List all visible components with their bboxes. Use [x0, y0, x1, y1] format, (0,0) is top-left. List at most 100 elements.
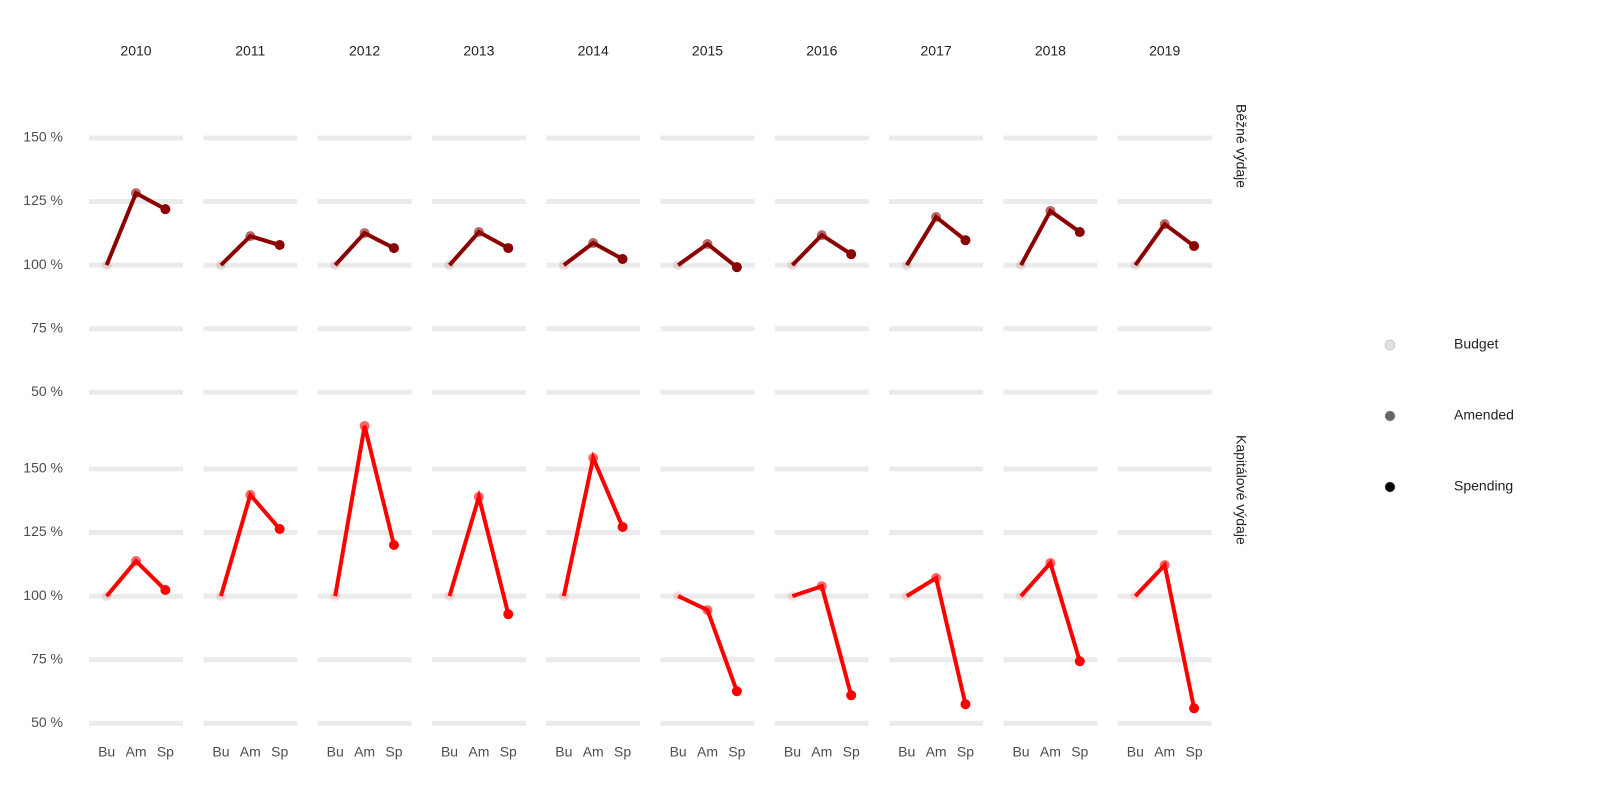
point — [245, 231, 256, 242]
point — [388, 243, 399, 254]
point — [1159, 219, 1170, 230]
legend-label: Budget — [1454, 336, 1498, 352]
x-tick-label: Am — [926, 744, 947, 760]
line — [1019, 207, 1081, 267]
point — [473, 227, 484, 238]
row-strip-label: Běžné výdaje — [1233, 104, 1249, 188]
point — [473, 491, 484, 502]
line — [333, 425, 396, 597]
point — [588, 237, 599, 248]
line — [105, 558, 167, 598]
point — [215, 591, 226, 602]
x-tick-label: Am — [583, 744, 604, 760]
x-tick-label: Sp — [843, 744, 860, 760]
point — [131, 188, 141, 199]
point — [1189, 241, 1200, 252]
point — [702, 239, 713, 250]
legend-symbol — [1384, 410, 1396, 422]
y-tick-label: 150 % — [23, 460, 63, 476]
x-tick-label: Sp — [157, 744, 174, 760]
point — [1189, 703, 1200, 714]
point — [816, 581, 827, 592]
point — [330, 260, 341, 271]
y-tick-label: 75 % — [31, 319, 63, 335]
x-tick-label: Bu — [212, 744, 229, 760]
line — [1133, 560, 1197, 709]
point — [1045, 205, 1056, 216]
point — [359, 228, 370, 239]
point — [1130, 260, 1141, 271]
y-tick-label: 100 % — [23, 256, 63, 272]
x-tick-label: Am — [811, 744, 832, 760]
column-strip-label: 2015 — [692, 43, 723, 59]
legend-label: Spending — [1454, 478, 1513, 494]
point — [901, 591, 912, 602]
point — [846, 690, 857, 701]
point — [1016, 260, 1027, 271]
point — [816, 230, 827, 241]
x-tick-label: Bu — [784, 744, 801, 760]
column-strip-label: 2011 — [235, 43, 265, 59]
x-tick-label: Sp — [1071, 744, 1088, 760]
point — [731, 262, 742, 273]
line — [905, 214, 967, 267]
point — [588, 453, 599, 464]
point — [444, 591, 455, 602]
point — [901, 260, 912, 271]
x-tick-label: Am — [697, 744, 718, 760]
legend-symbol — [1384, 339, 1396, 351]
y-tick-label: 150 % — [23, 129, 63, 145]
x-tick-label: Sp — [957, 744, 974, 760]
point — [160, 204, 171, 215]
point — [673, 260, 684, 271]
point — [960, 235, 971, 246]
point — [503, 609, 514, 620]
column-strip-label: 2013 — [463, 43, 494, 59]
x-tick-label: Bu — [670, 744, 687, 760]
line — [219, 490, 282, 597]
line — [1019, 559, 1082, 662]
x-tick-label: Bu — [327, 744, 344, 760]
point — [245, 489, 256, 500]
x-tick-label: Bu — [441, 744, 458, 760]
point — [931, 212, 942, 223]
y-tick-label: 100 % — [23, 587, 63, 603]
point — [160, 585, 171, 596]
point — [702, 605, 713, 616]
point — [359, 420, 370, 431]
y-tick-label: 75 % — [31, 650, 63, 666]
line — [561, 451, 625, 597]
column-strip-label: 2019 — [1149, 43, 1180, 59]
y-tick-label: 125 % — [23, 192, 63, 208]
x-tick-label: Bu — [555, 744, 572, 760]
x-tick-label: Am — [354, 744, 375, 760]
legend-symbol — [1384, 481, 1396, 493]
point — [1016, 591, 1027, 602]
point — [787, 591, 798, 602]
y-tick-label: 125 % — [23, 523, 63, 539]
point — [731, 686, 742, 697]
x-tick-label: Bu — [1012, 744, 1029, 760]
column-strip-label: 2012 — [349, 43, 380, 59]
point — [101, 260, 112, 271]
point — [846, 249, 857, 260]
point — [503, 243, 514, 254]
point — [215, 260, 226, 271]
legend-label: Amended — [1454, 407, 1514, 423]
point — [274, 240, 285, 251]
column-strip-label: 2014 — [578, 43, 609, 59]
row-strip-label: Kapitálové výdaje — [1233, 435, 1249, 545]
x-tick-label: Am — [468, 744, 489, 760]
point — [931, 573, 942, 584]
point — [274, 523, 285, 534]
x-tick-label: Sp — [1186, 744, 1203, 760]
x-tick-label: Am — [126, 744, 147, 760]
x-tick-label: Bu — [98, 744, 115, 760]
point — [1074, 227, 1085, 238]
column-strip-label: 2018 — [1035, 43, 1066, 59]
point — [1159, 560, 1170, 571]
point — [131, 556, 141, 567]
x-tick-label: Sp — [271, 744, 288, 760]
point — [787, 260, 798, 271]
